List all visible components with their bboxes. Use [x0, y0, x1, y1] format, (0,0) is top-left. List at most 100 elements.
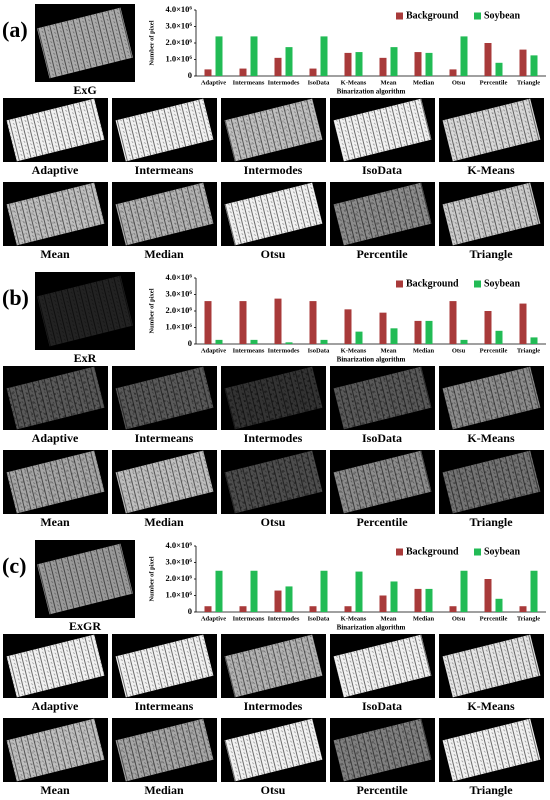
bar — [379, 312, 387, 344]
bar — [425, 588, 433, 612]
field — [224, 366, 323, 430]
panel-label: (a) — [2, 17, 28, 42]
x-tick-label: Intermodes — [268, 615, 300, 622]
bar — [215, 570, 223, 612]
y-tick-label: 2.0×10⁶ — [165, 37, 192, 47]
x-tick-label: Otsu — [452, 347, 466, 354]
bar — [285, 47, 293, 76]
image-caption: Adaptive — [32, 431, 79, 445]
field — [6, 718, 105, 782]
bar — [519, 49, 527, 76]
bar — [460, 36, 468, 76]
field-speck — [442, 182, 541, 246]
index-image — [35, 540, 135, 618]
x-tick-label: Adaptive — [201, 347, 226, 354]
legend-label: Soybean — [484, 10, 521, 21]
legend-label: Background — [406, 546, 459, 557]
image-caption: Intermeans — [135, 699, 194, 713]
binarized-image — [330, 98, 435, 162]
field-speck — [224, 366, 323, 430]
field-speck — [333, 182, 432, 246]
bar — [239, 606, 247, 612]
image-caption: IsoData — [362, 163, 402, 177]
y-tick-label: 0 — [188, 606, 192, 616]
field-rows — [37, 543, 133, 615]
image-caption: Otsu — [261, 247, 286, 261]
field-speck — [333, 366, 432, 430]
field — [333, 98, 432, 162]
field — [333, 366, 432, 430]
y-axis-label: Number of pixel — [148, 288, 155, 333]
bar — [379, 57, 387, 76]
y-tick-label: 1.0×10⁶ — [165, 589, 192, 599]
field-speck — [115, 450, 214, 514]
bar — [484, 311, 492, 344]
field — [6, 182, 105, 246]
field-speck — [442, 98, 541, 162]
bar — [320, 36, 328, 76]
field-speck — [442, 450, 541, 514]
bar — [379, 595, 387, 612]
field — [6, 634, 105, 698]
panel-label: (b) — [2, 285, 29, 310]
x-tick-label: Triangle — [517, 615, 540, 622]
image-caption: Intermodes — [244, 431, 303, 445]
binarized-image — [439, 98, 544, 162]
field-speck — [333, 718, 432, 782]
binarized-image — [112, 98, 217, 162]
index-name: ExGR — [69, 619, 101, 633]
binarized-image — [330, 366, 435, 430]
image-caption: K-Means — [467, 699, 515, 713]
bar — [215, 36, 223, 76]
image-caption: Percentile — [356, 247, 408, 261]
field-speck — [224, 98, 323, 162]
bar — [414, 320, 422, 344]
field-speck — [224, 182, 323, 246]
x-tick-label: IsoData — [308, 615, 330, 622]
index-image — [35, 4, 135, 82]
bar — [530, 55, 538, 76]
bar — [484, 43, 492, 76]
bar — [449, 301, 457, 344]
bar — [309, 301, 317, 344]
bar — [309, 68, 317, 76]
field — [37, 543, 133, 615]
bar — [250, 36, 258, 76]
binarized-image — [221, 634, 326, 698]
image-caption: Percentile — [356, 515, 408, 529]
legend-label: Soybean — [484, 278, 521, 289]
y-tick-label: 2.0×10⁶ — [165, 573, 192, 583]
image-caption: Mean — [40, 247, 70, 261]
x-tick-label: Triangle — [517, 347, 540, 354]
bar — [355, 571, 363, 612]
field — [442, 634, 541, 698]
x-tick-label: Mean — [381, 615, 397, 622]
image-caption: Percentile — [356, 783, 408, 797]
bar — [204, 606, 212, 612]
y-tick-label: 1.0×10⁶ — [165, 53, 192, 63]
legend-label: Soybean — [484, 546, 521, 557]
bar — [425, 52, 433, 76]
binarized-image — [221, 366, 326, 430]
y-tick-label: 4.0×10⁶ — [165, 4, 192, 14]
legend-label: Background — [406, 10, 459, 21]
image-caption: Triangle — [469, 515, 513, 529]
image-caption: Adaptive — [32, 699, 79, 713]
y-tick-label: 2.0×10⁶ — [165, 305, 192, 315]
x-tick-label: Percentile — [480, 615, 508, 622]
legend-swatch — [474, 280, 481, 288]
bar — [414, 588, 422, 612]
image-caption: Otsu — [261, 783, 286, 797]
field-speck — [6, 366, 105, 430]
image-caption: IsoData — [362, 431, 402, 445]
bar — [320, 339, 328, 344]
bar — [495, 62, 503, 76]
field — [333, 450, 432, 514]
field — [224, 450, 323, 514]
field — [333, 182, 432, 246]
bar — [414, 52, 422, 76]
y-tick-label: 3.0×10⁶ — [165, 288, 192, 298]
x-axis-label: Binarization algorithm — [337, 624, 406, 632]
field-speck — [333, 98, 432, 162]
